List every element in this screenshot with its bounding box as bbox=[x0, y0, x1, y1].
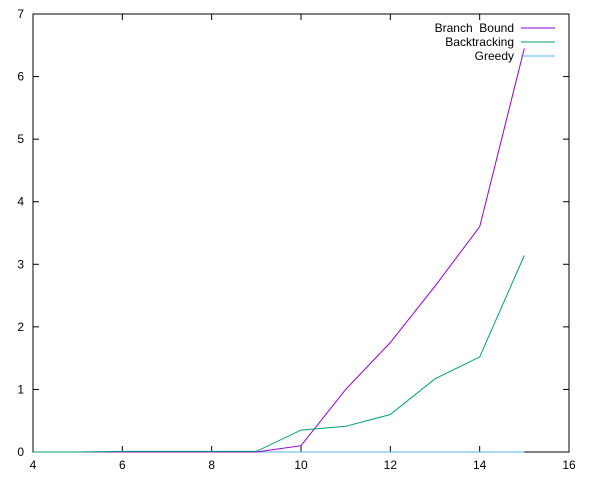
x-tick-label: 4 bbox=[30, 458, 37, 472]
x-tick-label: 6 bbox=[119, 458, 126, 472]
legend-label: Backtracking bbox=[445, 35, 514, 49]
x-tick-label: 12 bbox=[384, 458, 398, 472]
legend-label: Branch Bound bbox=[435, 21, 514, 35]
axis-ticks bbox=[32, 13, 570, 453]
plot-frame bbox=[32, 13, 570, 453]
x-tick-label: 14 bbox=[473, 458, 487, 472]
y-tick-label: 3 bbox=[17, 257, 24, 271]
x-tick-label: 8 bbox=[208, 458, 215, 472]
x-tick-label: 10 bbox=[294, 458, 308, 472]
series-line-0 bbox=[33, 48, 525, 453]
series-lines bbox=[33, 48, 525, 453]
legend-label: Greedy bbox=[475, 49, 514, 63]
x-tick-label: 16 bbox=[562, 458, 576, 472]
y-tick-label: 6 bbox=[17, 70, 24, 84]
y-tick-label: 2 bbox=[17, 320, 24, 334]
y-tick-label: 4 bbox=[17, 195, 24, 209]
series-line-1 bbox=[33, 255, 525, 453]
y-tick-label: 0 bbox=[17, 445, 24, 459]
y-tick-label: 7 bbox=[17, 7, 24, 21]
y-tick-label: 1 bbox=[17, 382, 24, 396]
y-tick-label: 5 bbox=[17, 132, 24, 146]
